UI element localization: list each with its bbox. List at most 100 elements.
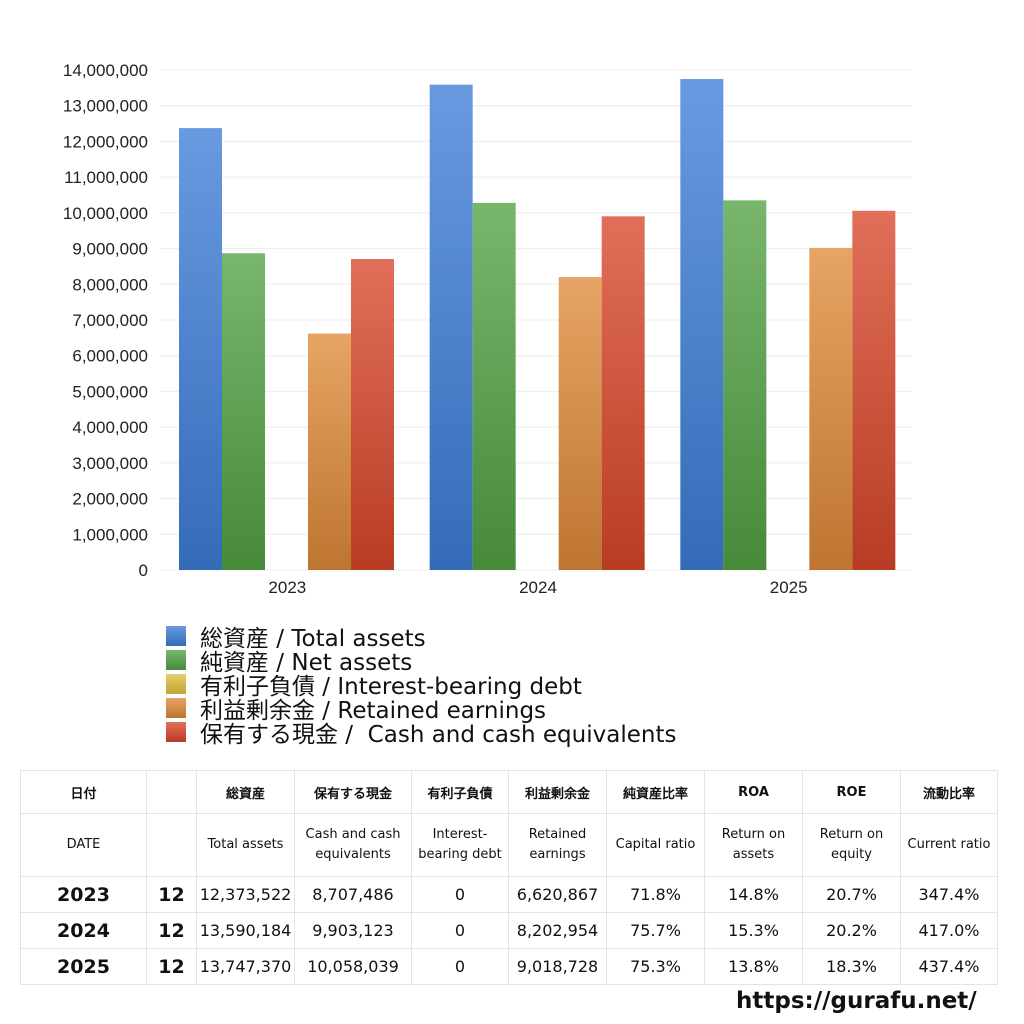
table-cell: 12 bbox=[146, 876, 197, 913]
table-cell: DATE bbox=[20, 813, 147, 877]
table-cell: 12 bbox=[146, 948, 197, 985]
table-cell: 6,620,867 bbox=[508, 876, 607, 913]
y-tick-label: 4,000,000 bbox=[72, 418, 148, 437]
y-tick-label: 7,000,000 bbox=[72, 311, 148, 330]
table-cell: 18.3% bbox=[802, 948, 901, 985]
table-cell: 9,903,123 bbox=[294, 912, 412, 949]
table-cell: 純資産比率 bbox=[606, 770, 705, 814]
legend-item: 保有する現金 / Cash and cash equivalents bbox=[166, 720, 676, 748]
table-cell: 20.7% bbox=[802, 876, 901, 913]
table-cell: 総資産 bbox=[196, 770, 295, 814]
y-tick-label: 2,000,000 bbox=[72, 490, 148, 509]
table-cell: Current ratio bbox=[900, 813, 998, 877]
table-header-en: DATE Total assets Cash and cash equivalent… bbox=[20, 813, 998, 877]
bar-2023-series-0 bbox=[179, 128, 222, 570]
table-header-jp: 日付 総資産 保有する現金 有利子負債 利益剰余金 純資産比率 ROA ROE 流動比率 bbox=[20, 770, 998, 814]
table-cell: 13,590,184 bbox=[196, 912, 295, 949]
table-cell: 8,707,486 bbox=[294, 876, 412, 913]
legend-swatch bbox=[166, 674, 186, 694]
table-cell: 保有する現金 bbox=[294, 770, 412, 814]
table-cell: Return on assets bbox=[704, 813, 803, 877]
table-cell: 75.3% bbox=[606, 948, 705, 985]
legend-label: 利益剰余金 / Retained earnings bbox=[200, 698, 547, 724]
legend-item: 有利子負債 / Interest-bearing debt bbox=[166, 672, 676, 700]
y-tick-label: 13,000,000 bbox=[63, 97, 148, 116]
table-cell: 75.7% bbox=[606, 912, 705, 949]
x-tick-label: 2023 bbox=[268, 578, 306, 597]
legend-swatch bbox=[166, 722, 186, 742]
x-tick-label: 2025 bbox=[770, 578, 808, 597]
table-cell: 437.4% bbox=[900, 948, 998, 985]
legend-label: 総資産 / Total assets bbox=[200, 626, 426, 652]
table-cell: 71.8% bbox=[606, 876, 705, 913]
table-cell: Return on equity bbox=[802, 813, 901, 877]
y-tick-label: 8,000,000 bbox=[72, 275, 148, 294]
table-cell: Total assets bbox=[196, 813, 295, 877]
table-cell: ROE bbox=[802, 770, 901, 814]
table-cell: 9,018,728 bbox=[508, 948, 607, 985]
table-cell: Retained earnings bbox=[508, 813, 607, 877]
table-cell: 流動比率 bbox=[900, 770, 998, 814]
legend-label: 有利子負債 / Interest-bearing debt bbox=[200, 674, 582, 700]
y-tick-label: 6,000,000 bbox=[72, 347, 148, 366]
table-cell: 日付 bbox=[20, 770, 147, 814]
bar-2023-series-4 bbox=[351, 259, 394, 570]
y-tick-label: 14,000,000 bbox=[63, 61, 148, 80]
table-cell: 0 bbox=[411, 948, 509, 985]
table-cell: 8,202,954 bbox=[508, 912, 607, 949]
legend: 総資産 / Total assets 純資産 / Net assets 有利子負債 … bbox=[166, 624, 676, 748]
bars bbox=[179, 79, 896, 571]
table-row: 2023 12 12,373,522 8,707,486 0 6,620,867 71.8%… bbox=[20, 876, 998, 913]
y-axis-ticks: 0 1,000,000 2,000,000 3,000,000 4,000,000 5,0… bbox=[63, 61, 148, 580]
table-cell: 13.8% bbox=[704, 948, 803, 985]
y-tick-label: 5,000,000 bbox=[72, 382, 148, 401]
table-cell: 有利子負債 bbox=[411, 770, 509, 814]
source-url: https://gurafu.net/ bbox=[736, 988, 977, 1014]
table-cell: 417.0% bbox=[900, 912, 998, 949]
table-cell: Interest-bearing debt bbox=[411, 813, 509, 877]
bar-2023-series-3 bbox=[308, 333, 351, 570]
legend-item: 純資産 / Net assets bbox=[166, 648, 676, 676]
table-cell: 13,747,370 bbox=[196, 948, 295, 985]
table-cell: 14.8% bbox=[704, 876, 803, 913]
bar-2024-series-1 bbox=[472, 202, 516, 570]
bar-2025-series-4 bbox=[852, 210, 896, 571]
table-cell: 10,058,039 bbox=[294, 948, 412, 985]
table-cell: 15.3% bbox=[704, 912, 803, 949]
bar-2025-series-0 bbox=[680, 79, 724, 571]
y-tick-label: 9,000,000 bbox=[72, 240, 148, 259]
bar-2023-series-1 bbox=[222, 253, 265, 570]
bar-2024-series-3 bbox=[558, 277, 602, 570]
legend-item: 総資産 / Total assets bbox=[166, 624, 676, 652]
table-cell: Capital ratio bbox=[606, 813, 705, 877]
legend-swatch bbox=[166, 650, 186, 670]
table-cell: 12 bbox=[146, 912, 197, 949]
bar-2024-series-0 bbox=[429, 84, 473, 570]
y-tick-label: 12,000,000 bbox=[63, 132, 148, 151]
table-cell: 20.2% bbox=[802, 912, 901, 949]
table-cell: ROA bbox=[704, 770, 803, 814]
y-tick-label: 11,000,000 bbox=[64, 168, 148, 187]
y-tick-label: 10,000,000 bbox=[63, 204, 148, 223]
table-cell: 0 bbox=[411, 876, 509, 913]
table-cell: 12,373,522 bbox=[196, 876, 295, 913]
y-tick-label: 0 bbox=[139, 561, 148, 580]
legend-label: 純資産 / Net assets bbox=[200, 650, 413, 676]
y-tick-label: 3,000,000 bbox=[72, 454, 148, 473]
table-cell: 2023 bbox=[20, 876, 147, 913]
bar-2024-series-4 bbox=[601, 216, 645, 571]
table-row: 2025 12 13,747,370 10,058,039 0 9,018,728 75.3… bbox=[20, 948, 998, 985]
table-cell: 2025 bbox=[20, 948, 147, 985]
x-axis-ticks: 2023 2024 2025 bbox=[268, 578, 807, 597]
table-cell: 利益剰余金 bbox=[508, 770, 607, 814]
table-cell: 2024 bbox=[20, 912, 147, 949]
financial-data-table: 日付 総資産 保有する現金 有利子負債 利益剰余金 純資産比率 ROA ROE 流動比率 DATE… bbox=[20, 770, 998, 985]
grid-lines bbox=[160, 69, 912, 571]
legend-item: 利益剰余金 / Retained earnings bbox=[166, 696, 676, 724]
legend-label: 保有する現金 / Cash and cash equivalents bbox=[200, 722, 677, 748]
x-tick-label: 2024 bbox=[519, 578, 557, 597]
table-row: 2024 12 13,590,184 9,903,123 0 8,202,954 75.7%… bbox=[20, 912, 998, 949]
table-cell: 0 bbox=[411, 912, 509, 949]
legend-swatch bbox=[166, 698, 186, 718]
bar-2025-series-1 bbox=[723, 200, 767, 570]
